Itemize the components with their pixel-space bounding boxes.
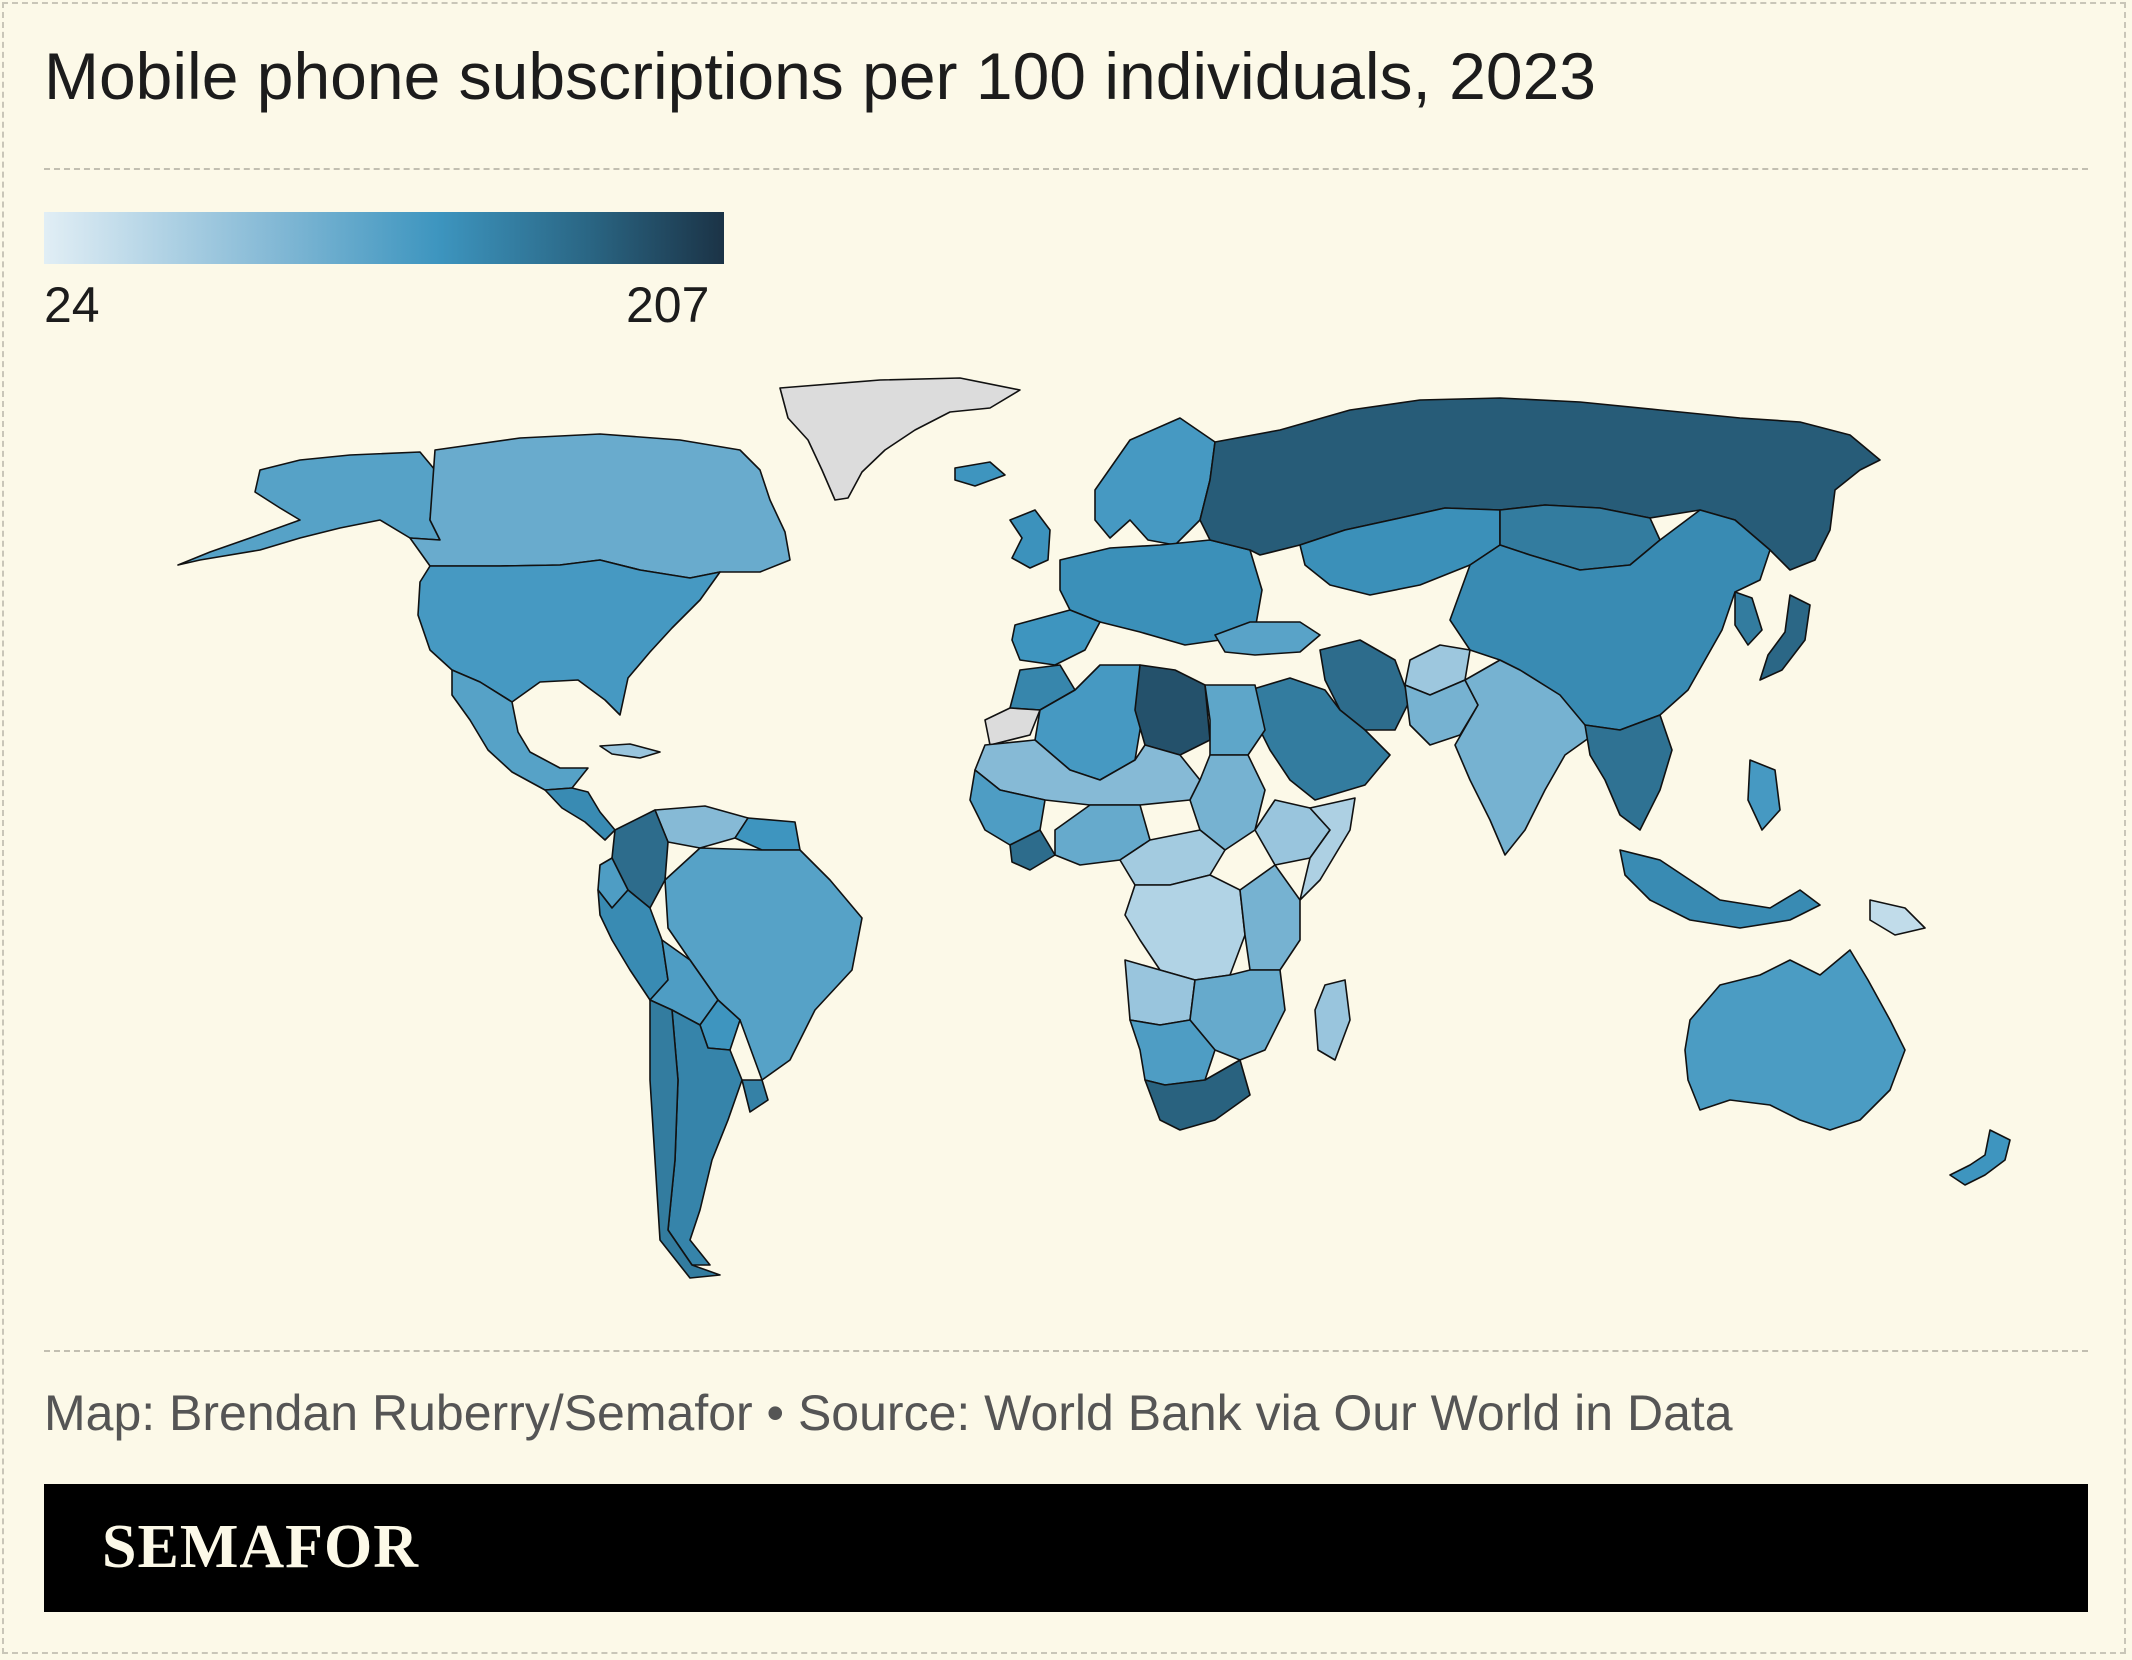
bottom-divider (44, 1350, 2088, 1352)
region-western-sahara (984, 707, 1041, 746)
region-greenland (779, 377, 1021, 501)
region-iran (1319, 639, 1411, 731)
region-southeast-asia (1584, 714, 1673, 831)
region-australia (1684, 949, 1906, 1131)
region-uk-ireland (1009, 509, 1051, 569)
region-china (1449, 509, 1771, 731)
legend-min-label: 24 (44, 277, 100, 333)
region-japan (1759, 594, 1811, 681)
region-uruguay (741, 1079, 769, 1113)
world-choropleth-map (177, 377, 2011, 1279)
region-alaska (177, 451, 441, 566)
top-divider (44, 168, 2088, 170)
brand-footer: SEMAFOR (44, 1484, 2088, 1612)
region-iceland (954, 461, 1006, 487)
region-east-africa (1239, 864, 1301, 971)
region-peru (597, 889, 669, 1001)
region-saudi-arabia (1249, 677, 1391, 801)
region-cuba (599, 743, 661, 759)
region-scandinavia (1094, 417, 1216, 546)
region-south-africa (1144, 1059, 1251, 1131)
brand-logo: SEMAFOR (102, 1513, 419, 1581)
region-drc (1124, 874, 1246, 981)
region-egypt (1204, 684, 1266, 756)
region-korea (1734, 591, 1763, 646)
region-papua-new-guinea (1869, 899, 1926, 936)
region-madagascar (1314, 979, 1351, 1061)
region-venezuela (654, 805, 749, 849)
region-philippines (1747, 759, 1781, 831)
chart-title: Mobile phone subscriptions per 100 indiv… (44, 39, 1596, 113)
region-chile (649, 999, 721, 1279)
region-indonesia (1619, 849, 1821, 929)
region-ivory-coast (1009, 829, 1056, 871)
region-new-zealand (1949, 1129, 2011, 1186)
region-guianas (734, 817, 801, 851)
legend-max-label: 207 (626, 277, 710, 333)
region-somalia (1299, 797, 1356, 901)
region-iberia (1011, 609, 1101, 666)
region-canada (409, 433, 791, 579)
region-turkey (1214, 621, 1321, 656)
color-scale-bar (44, 212, 724, 264)
region-usa (417, 559, 721, 716)
region-libya (1134, 664, 1211, 756)
region-mexico (451, 669, 589, 791)
region-central-america (544, 787, 616, 841)
source-credit: Map: Brendan Ruberry/Semafor • Source: W… (44, 1385, 1733, 1441)
